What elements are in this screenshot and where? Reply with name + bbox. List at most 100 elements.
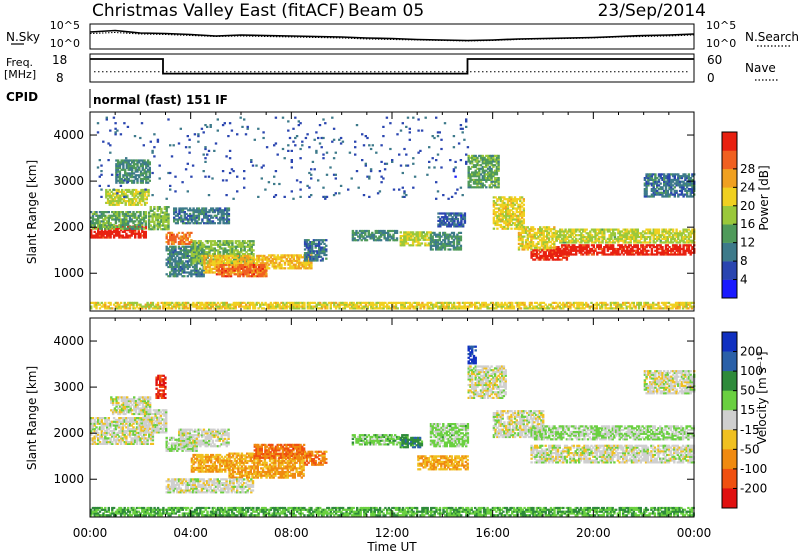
power-cell xyxy=(174,262,177,265)
power-cell xyxy=(438,246,441,249)
power-cell xyxy=(243,241,246,245)
power-cell xyxy=(170,253,174,256)
power-cell xyxy=(440,241,443,244)
power-cell xyxy=(478,154,481,157)
power-cell xyxy=(179,239,182,242)
power-cell xyxy=(222,243,225,246)
power-cell xyxy=(400,301,403,304)
power-cell xyxy=(258,264,261,267)
power-cell xyxy=(456,223,460,226)
power-cell xyxy=(173,218,176,221)
power-cell xyxy=(303,239,307,242)
power-cell xyxy=(138,161,141,164)
power-cell xyxy=(130,234,133,237)
power-cell xyxy=(542,253,546,256)
power-cell xyxy=(199,305,202,308)
power-cell xyxy=(309,250,312,253)
power-cell xyxy=(217,243,220,246)
power-cell xyxy=(179,256,182,259)
power-cell xyxy=(238,240,241,243)
power-cell xyxy=(690,301,694,304)
power-cell xyxy=(167,275,170,278)
power-cell xyxy=(121,194,124,197)
power-cell xyxy=(292,301,295,304)
power-cell xyxy=(133,196,136,199)
power-cell xyxy=(560,246,564,249)
power-cell xyxy=(176,305,179,308)
power-cell xyxy=(241,249,245,252)
power-cell xyxy=(170,256,174,259)
power-cell xyxy=(364,303,368,306)
power-cell xyxy=(350,301,354,304)
power-cell xyxy=(195,301,199,304)
power-cell xyxy=(106,201,110,204)
power-cell xyxy=(602,303,605,306)
power-cell xyxy=(156,207,160,210)
power-cell xyxy=(495,167,499,170)
power-cell xyxy=(132,214,135,217)
power-cell xyxy=(222,275,226,278)
power-cell xyxy=(498,223,501,227)
power-cell xyxy=(297,267,301,270)
power-cell xyxy=(449,242,452,245)
power-cell xyxy=(188,235,191,238)
power-cell xyxy=(399,238,402,241)
power-cell xyxy=(134,232,137,235)
power-cell xyxy=(620,307,623,310)
power-cell xyxy=(404,238,408,241)
power-cell xyxy=(132,303,135,306)
power-cell xyxy=(590,301,593,304)
power-cell xyxy=(558,249,561,252)
power-cell xyxy=(184,239,188,242)
power-cell xyxy=(664,246,668,249)
power-cell xyxy=(659,247,662,251)
power-cell xyxy=(426,231,429,234)
power-cell xyxy=(587,244,590,247)
power-cell xyxy=(508,214,511,217)
power-cell xyxy=(109,230,112,233)
power-cell xyxy=(221,269,224,272)
power-cell xyxy=(222,212,225,216)
power-cell xyxy=(597,247,601,251)
noise-tick-top-right: 10^5 xyxy=(706,19,736,32)
power-cell xyxy=(132,227,135,230)
power-cell xyxy=(555,251,558,254)
power-cell xyxy=(524,239,528,242)
date-label: 23/Sep/2014 xyxy=(598,1,706,21)
power-cell xyxy=(492,222,496,225)
power-cell xyxy=(146,165,150,168)
power-cell xyxy=(134,177,137,181)
power-cell xyxy=(177,245,181,248)
power-cell xyxy=(170,239,174,242)
power-cell xyxy=(230,303,234,306)
power-cell xyxy=(247,253,250,256)
power-cell xyxy=(117,201,120,204)
power-cell xyxy=(497,164,500,167)
power-cell xyxy=(551,242,554,245)
power-cell xyxy=(170,254,174,257)
power-cell xyxy=(399,242,402,245)
power-cell xyxy=(252,301,255,304)
power-cell xyxy=(457,241,461,244)
power-cell xyxy=(184,245,188,248)
power-cell xyxy=(648,303,651,306)
power-cell xyxy=(613,301,616,304)
power-cell xyxy=(486,177,490,180)
power-cell xyxy=(666,251,669,254)
power-cell xyxy=(114,227,118,230)
power-cell xyxy=(467,167,470,170)
power-cell xyxy=(532,253,535,256)
power-cell xyxy=(494,203,497,206)
power-cell xyxy=(659,307,662,310)
power-cell xyxy=(411,244,415,247)
power-cell xyxy=(652,253,655,256)
power-cell xyxy=(111,223,114,227)
power-cell xyxy=(158,213,161,216)
power-cell xyxy=(468,305,472,308)
power-cell xyxy=(164,301,167,304)
power-cell xyxy=(481,158,484,161)
power-cell xyxy=(266,305,269,308)
power-cell xyxy=(186,254,189,257)
power-cell xyxy=(188,303,192,306)
power-cell xyxy=(488,177,491,180)
